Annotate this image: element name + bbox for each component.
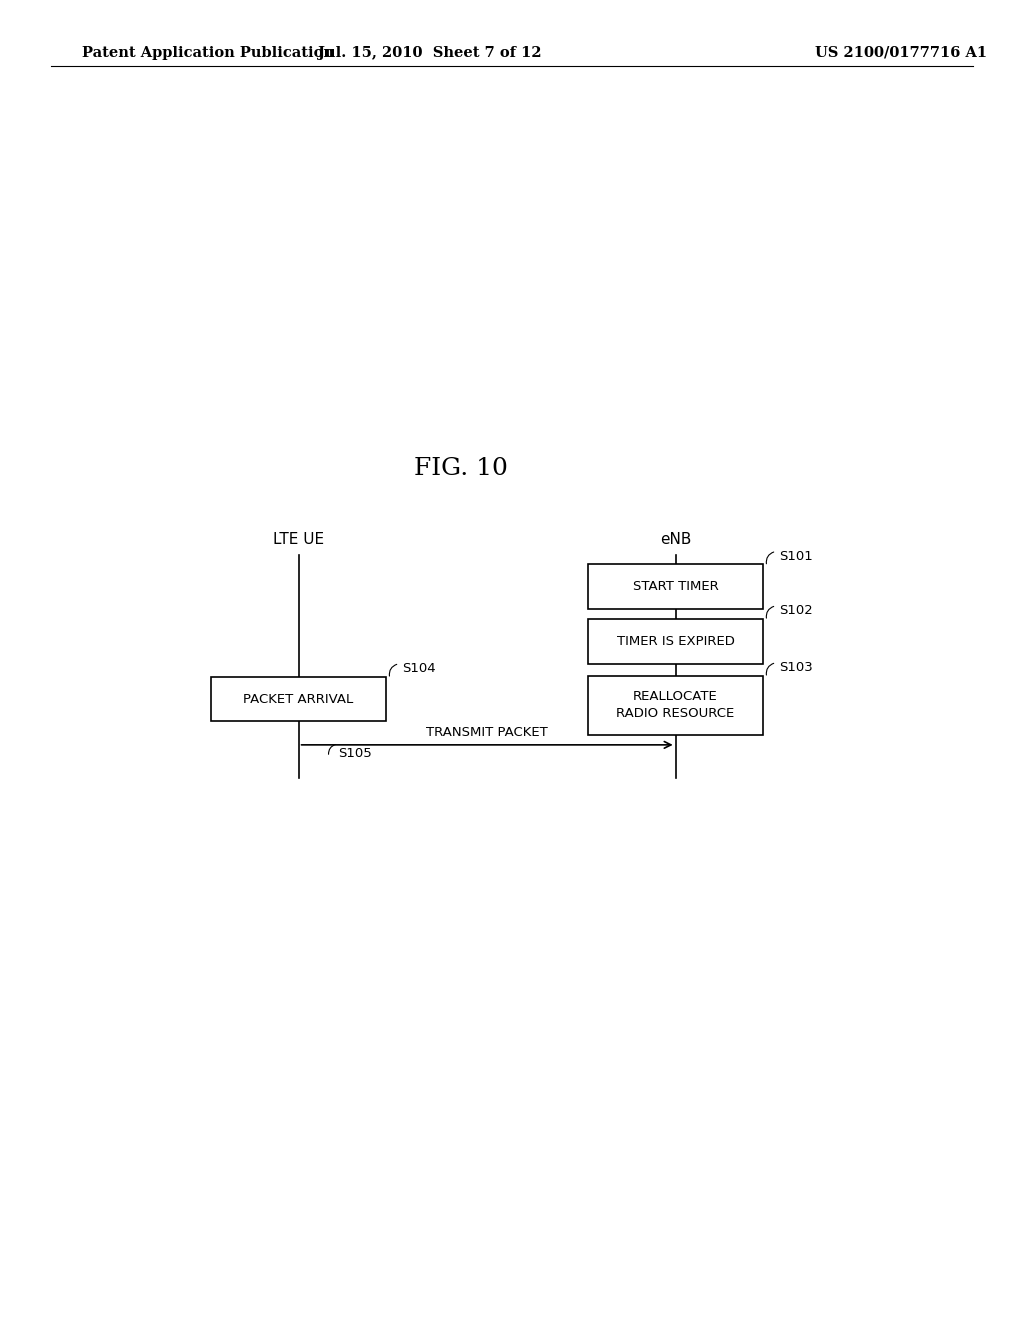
Text: S103: S103: [778, 661, 812, 675]
Text: eNB: eNB: [659, 532, 691, 546]
Text: S105: S105: [338, 747, 372, 760]
Bar: [588, 565, 763, 609]
Bar: [211, 677, 386, 722]
Text: S102: S102: [778, 605, 812, 618]
Bar: [588, 619, 763, 664]
Text: TRANSMIT PACKET: TRANSMIT PACKET: [426, 726, 548, 739]
Text: Patent Application Publication: Patent Application Publication: [82, 46, 334, 59]
Text: FIG. 10: FIG. 10: [415, 457, 508, 480]
Text: S101: S101: [778, 550, 812, 562]
Text: START TIMER: START TIMER: [633, 581, 719, 593]
Text: US 2100/0177716 A1: US 2100/0177716 A1: [815, 46, 987, 59]
Text: PACKET ARRIVAL: PACKET ARRIVAL: [244, 693, 353, 706]
Text: S104: S104: [401, 663, 435, 675]
Bar: [588, 676, 763, 735]
Text: TIMER IS EXPIRED: TIMER IS EXPIRED: [616, 635, 734, 648]
Text: LTE UE: LTE UE: [273, 532, 325, 546]
Text: REALLOCATE
RADIO RESOURCE: REALLOCATE RADIO RESOURCE: [616, 690, 734, 721]
Text: Jul. 15, 2010  Sheet 7 of 12: Jul. 15, 2010 Sheet 7 of 12: [318, 46, 542, 59]
